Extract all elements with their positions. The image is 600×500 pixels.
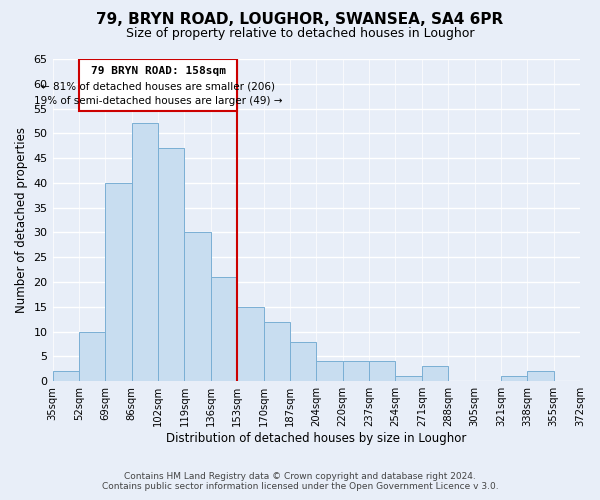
Bar: [527, 372, 554, 381]
Bar: [184, 232, 211, 381]
X-axis label: Distribution of detached houses by size in Loughor: Distribution of detached houses by size …: [166, 432, 466, 445]
Text: 79, BRYN ROAD, LOUGHOR, SWANSEA, SA4 6PR: 79, BRYN ROAD, LOUGHOR, SWANSEA, SA4 6PR: [97, 12, 503, 28]
FancyBboxPatch shape: [79, 59, 237, 111]
Bar: [158, 148, 184, 381]
Bar: [263, 322, 290, 381]
Bar: [316, 362, 343, 381]
Bar: [290, 342, 316, 381]
Y-axis label: Number of detached properties: Number of detached properties: [15, 127, 28, 313]
Bar: [237, 307, 263, 381]
Bar: [105, 183, 131, 381]
Text: Contains HM Land Registry data © Crown copyright and database right 2024.
Contai: Contains HM Land Registry data © Crown c…: [101, 472, 499, 491]
Bar: [79, 332, 105, 381]
Bar: [53, 372, 79, 381]
Bar: [369, 362, 395, 381]
Bar: [501, 376, 527, 381]
Bar: [395, 376, 422, 381]
Text: Size of property relative to detached houses in Loughor: Size of property relative to detached ho…: [126, 28, 474, 40]
Text: 79 BRYN ROAD: 158sqm: 79 BRYN ROAD: 158sqm: [91, 66, 226, 76]
Bar: [131, 124, 158, 381]
Text: ← 81% of detached houses are smaller (206): ← 81% of detached houses are smaller (20…: [41, 82, 275, 92]
Bar: [422, 366, 448, 381]
Bar: [343, 362, 369, 381]
Bar: [211, 277, 237, 381]
Text: 19% of semi-detached houses are larger (49) →: 19% of semi-detached houses are larger (…: [34, 96, 282, 106]
